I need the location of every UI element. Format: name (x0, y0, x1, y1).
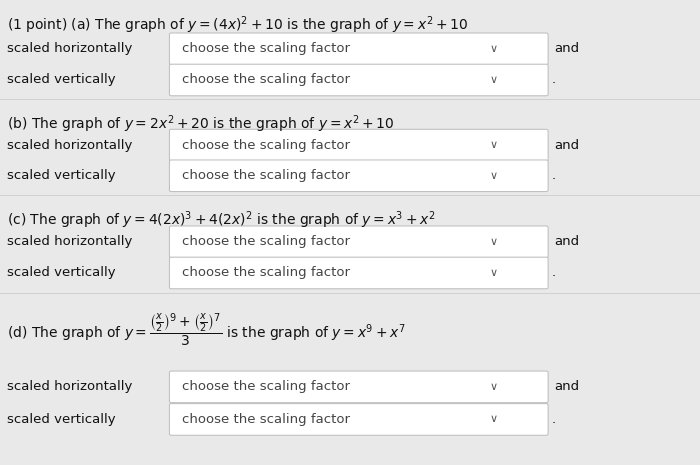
Text: ∨: ∨ (490, 414, 498, 425)
FancyBboxPatch shape (169, 371, 548, 403)
Text: choose the scaling factor: choose the scaling factor (182, 380, 350, 393)
Text: scaled horizontally: scaled horizontally (7, 139, 132, 152)
Text: scaled vertically: scaled vertically (7, 413, 116, 426)
FancyBboxPatch shape (169, 64, 548, 96)
Text: ∨: ∨ (490, 75, 498, 85)
Text: (1 point) (a) The graph of $y = (4x)^2 + 10$ is the graph of $y = x^2 + 10$: (1 point) (a) The graph of $y = (4x)^2 +… (7, 14, 468, 35)
Text: scaled horizontally: scaled horizontally (7, 380, 132, 393)
Text: ∨: ∨ (490, 382, 498, 392)
Text: ∨: ∨ (490, 44, 498, 54)
Text: scaled vertically: scaled vertically (7, 266, 116, 279)
Text: choose the scaling factor: choose the scaling factor (182, 413, 350, 426)
Text: scaled horizontally: scaled horizontally (7, 42, 132, 55)
Text: choose the scaling factor: choose the scaling factor (182, 42, 350, 55)
Text: (b) The graph of $y = 2x^2 + 20$ is the graph of $y = x^2 + 10$: (b) The graph of $y = 2x^2 + 20$ is the … (7, 113, 395, 134)
Text: choose the scaling factor: choose the scaling factor (182, 266, 350, 279)
FancyBboxPatch shape (169, 129, 548, 161)
Text: and: and (554, 139, 580, 152)
Text: ∨: ∨ (490, 237, 498, 247)
Text: ∨: ∨ (490, 171, 498, 181)
Text: (c) The graph of $y = 4(2x)^3 + 4(2x)^2$ is the graph of $y = x^3 + x^2$: (c) The graph of $y = 4(2x)^3 + 4(2x)^2$… (7, 209, 435, 231)
Text: and: and (554, 235, 580, 248)
Text: choose the scaling factor: choose the scaling factor (182, 73, 350, 86)
FancyBboxPatch shape (169, 257, 548, 289)
Text: choose the scaling factor: choose the scaling factor (182, 139, 350, 152)
Text: choose the scaling factor: choose the scaling factor (182, 235, 350, 248)
Text: (d) The graph of $y = \dfrac{\left(\frac{x}{2}\right)^9 + \left(\frac{x}{2}\righ: (d) The graph of $y = \dfrac{\left(\frac… (7, 312, 406, 349)
Text: scaled horizontally: scaled horizontally (7, 235, 132, 248)
FancyBboxPatch shape (169, 33, 548, 65)
Text: and: and (554, 42, 580, 55)
Text: scaled vertically: scaled vertically (7, 73, 116, 86)
FancyBboxPatch shape (169, 226, 548, 258)
Text: scaled vertically: scaled vertically (7, 169, 116, 182)
Text: and: and (554, 380, 580, 393)
Text: .: . (552, 266, 556, 279)
Text: choose the scaling factor: choose the scaling factor (182, 169, 350, 182)
FancyBboxPatch shape (169, 160, 548, 192)
Text: .: . (552, 73, 556, 86)
Text: .: . (552, 169, 556, 182)
Text: .: . (552, 413, 556, 426)
Text: ∨: ∨ (490, 268, 498, 278)
Text: ∨: ∨ (490, 140, 498, 150)
FancyBboxPatch shape (169, 404, 548, 435)
